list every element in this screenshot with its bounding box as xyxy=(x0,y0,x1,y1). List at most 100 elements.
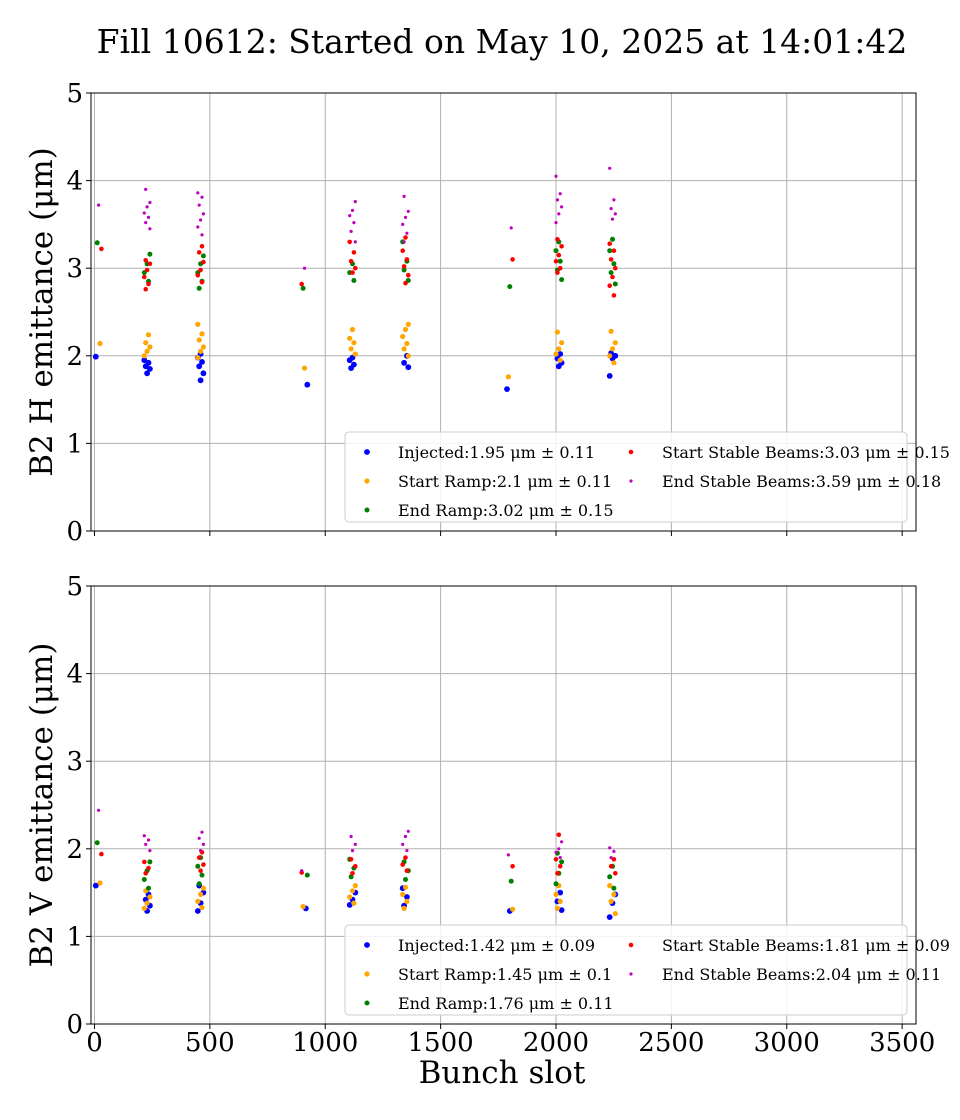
point-start-ramp xyxy=(195,355,201,361)
point-end-stable-beams xyxy=(199,218,203,222)
legend-marker-start-ramp xyxy=(364,971,370,977)
point-end-stable-beams xyxy=(555,198,560,202)
point-end-stable-beams xyxy=(200,195,204,199)
point-start-stable-beams xyxy=(142,859,147,865)
point-start-stable-beams xyxy=(350,270,355,275)
point-start-ramp xyxy=(405,321,411,327)
legend-marker-end-stable-beams xyxy=(629,972,633,976)
point-start-stable-beams xyxy=(195,272,201,278)
point-start-stable-beams xyxy=(403,235,408,240)
point-start-stable-beams xyxy=(404,868,410,873)
point-end-ramp xyxy=(612,281,618,287)
point-start-stable-beams xyxy=(196,250,202,255)
legend-entry-start-ramp: Start Ramp:2.1 μm ± 0.11 xyxy=(398,472,612,491)
x-tick-label: 2500 xyxy=(638,1028,704,1058)
legend-entry-end-stable-beams: End Stable Beams:3.59 μm ± 0.18 xyxy=(662,472,941,491)
data-points xyxy=(92,808,619,920)
point-start-stable-beams xyxy=(555,871,560,876)
legend-entry-start-ramp: Start Ramp:1.45 μm ± 0.1 xyxy=(398,965,612,984)
point-start-ramp xyxy=(400,333,406,340)
y-tick-label: 2 xyxy=(66,342,83,372)
point-injected xyxy=(405,364,412,371)
point-start-ramp xyxy=(301,365,308,371)
point-start-stable-beams xyxy=(555,270,560,275)
point-end-stable-beams xyxy=(97,203,101,207)
point-end-stable-beams xyxy=(201,842,205,847)
point-injected xyxy=(351,361,357,368)
point-start-ramp xyxy=(352,351,358,357)
point-start-stable-beams xyxy=(353,864,358,869)
point-start-stable-beams xyxy=(613,871,618,876)
point-start-stable-beams xyxy=(199,244,205,249)
point-start-ramp xyxy=(611,360,617,366)
point-start-stable-beams xyxy=(607,241,612,246)
point-start-stable-beams xyxy=(611,293,617,298)
point-start-stable-beams xyxy=(610,274,615,280)
point-end-stable-beams xyxy=(144,221,148,225)
point-start-stable-beams xyxy=(553,258,559,264)
point-start-stable-beams xyxy=(299,281,305,287)
point-end-stable-beams xyxy=(557,212,561,216)
point-start-stable-beams xyxy=(607,283,612,289)
point-start-stable-beams xyxy=(556,252,562,258)
point-start-ramp xyxy=(608,328,614,334)
point-injected xyxy=(346,902,353,908)
point-start-stable-beams xyxy=(557,265,563,271)
point-start-ramp xyxy=(609,346,616,352)
point-injected xyxy=(144,370,151,377)
point-start-stable-beams xyxy=(353,265,358,271)
y-tick-label: 5 xyxy=(66,572,83,602)
point-end-ramp xyxy=(507,284,513,290)
legend-entry-injected: Injected:1.95 μm ± 0.11 xyxy=(398,443,595,462)
point-start-ramp xyxy=(200,344,206,350)
legend-marker-end-ramp xyxy=(364,507,370,513)
point-start-ramp xyxy=(401,905,407,912)
point-end-stable-beams xyxy=(97,808,101,812)
point-end-ramp xyxy=(557,258,563,264)
point-start-ramp xyxy=(607,883,613,889)
point-end-stable-beams xyxy=(197,836,201,840)
point-start-stable-beams xyxy=(559,244,564,249)
figure-title: Fill 10612: Started on May 10, 2025 at 1… xyxy=(97,22,908,61)
y-tick-label: 3 xyxy=(66,747,83,777)
point-start-ramp xyxy=(351,900,357,906)
point-end-ramp xyxy=(607,874,613,880)
y-tick-label: 1 xyxy=(66,922,83,952)
point-start-stable-beams xyxy=(406,272,411,278)
point-start-ramp xyxy=(145,332,152,338)
point-end-ramp xyxy=(199,872,205,878)
point-start-ramp xyxy=(402,326,409,333)
point-end-stable-beams xyxy=(401,222,405,226)
point-end-stable-beams xyxy=(199,849,203,853)
point-end-ramp xyxy=(553,248,559,254)
point-end-stable-beams xyxy=(405,849,409,853)
point-end-stable-beams xyxy=(142,834,146,838)
axes-frame xyxy=(90,585,917,1025)
legend-frame xyxy=(344,924,908,1016)
point-end-stable-beams xyxy=(145,205,149,209)
point-end-ramp xyxy=(300,285,306,291)
x-tick-label: 2000 xyxy=(523,1028,589,1058)
point-end-stable-beams xyxy=(558,856,562,860)
point-start-stable-beams xyxy=(510,864,515,869)
point-end-stable-beams xyxy=(196,191,200,195)
point-end-stable-beams xyxy=(353,240,357,244)
point-end-stable-beams xyxy=(608,166,612,170)
point-injected xyxy=(196,363,203,370)
point-start-ramp xyxy=(608,898,614,905)
point-end-ramp xyxy=(351,278,357,283)
point-injected xyxy=(557,351,564,357)
y-tick-label: 0 xyxy=(66,517,83,547)
top-panel-h-emittance: 0 1 2 3 4 5 B2 H emittance (μm) Injected:1.95… xyxy=(24,79,950,547)
point-start-stable-beams xyxy=(143,871,148,876)
point-injected xyxy=(557,889,564,896)
point-end-stable-beams xyxy=(608,846,612,850)
point-start-ramp xyxy=(612,340,618,346)
point-start-stable-beams xyxy=(348,258,354,264)
point-end-ramp xyxy=(559,277,565,283)
point-start-ramp xyxy=(401,346,407,352)
legend-marker-start-stable-beams xyxy=(628,449,634,455)
point-end-stable-beams xyxy=(148,849,152,853)
point-injected xyxy=(401,359,407,366)
point-start-ramp xyxy=(611,891,617,898)
